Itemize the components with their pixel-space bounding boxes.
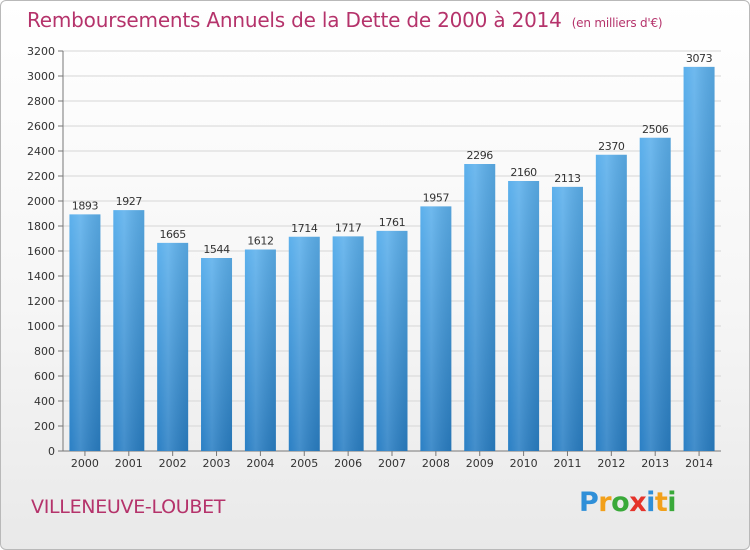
bar-shine bbox=[69, 214, 101, 451]
logo-letter: i bbox=[667, 487, 677, 518]
x-tick-label: 2010 bbox=[510, 457, 538, 470]
x-tick-label: 2011 bbox=[553, 457, 581, 470]
y-tick-label: 0 bbox=[48, 445, 55, 458]
x-tick-label: 2014 bbox=[685, 457, 713, 470]
bar-shine bbox=[508, 181, 540, 451]
bar-shine bbox=[332, 236, 364, 451]
bar-shine bbox=[244, 249, 276, 451]
y-tick-label: 1400 bbox=[27, 270, 55, 283]
bar-shine bbox=[157, 242, 189, 451]
bar-shine bbox=[595, 154, 627, 451]
bar-shine bbox=[639, 137, 671, 451]
y-tick-label: 2800 bbox=[27, 95, 55, 108]
bar-value-label: 2113 bbox=[554, 172, 581, 185]
bars-layer bbox=[69, 66, 715, 451]
bar-shine bbox=[288, 236, 320, 451]
y-tick-label: 1600 bbox=[27, 245, 55, 258]
x-tick-label: 2009 bbox=[466, 457, 494, 470]
bar-value-label: 1957 bbox=[423, 191, 450, 204]
y-tick-label: 600 bbox=[34, 370, 55, 383]
bar-value-label: 1761 bbox=[379, 216, 405, 229]
y-tick-label: 800 bbox=[34, 345, 55, 358]
city-name: VILLENEUVE-LOUBET bbox=[31, 496, 226, 518]
bar-value-label: 2160 bbox=[510, 166, 537, 179]
x-tick-label: 2004 bbox=[246, 457, 274, 470]
logo-letter: r bbox=[598, 487, 612, 518]
x-tick-label: 2001 bbox=[115, 457, 143, 470]
logo-letter: P bbox=[579, 487, 599, 518]
y-tick-label: 2600 bbox=[27, 120, 55, 133]
logo-letter: i bbox=[646, 487, 655, 518]
chart-unit: (en milliers d'€) bbox=[571, 16, 663, 30]
y-tick-label: 2000 bbox=[27, 195, 55, 208]
logo-letter: o bbox=[611, 487, 630, 518]
x-tick-label: 2003 bbox=[203, 457, 231, 470]
bar-value-label: 2296 bbox=[467, 149, 494, 162]
labels-layer: 0 200 400 600 800 1000 1200 1400 1600 1800 2000 220… bbox=[27, 45, 713, 470]
bar-shine bbox=[464, 164, 496, 451]
y-tick-label: 1800 bbox=[27, 220, 55, 233]
y-tick-label: 200 bbox=[34, 420, 55, 433]
bar-shine bbox=[551, 186, 583, 451]
bar-value-label: 1544 bbox=[203, 243, 230, 256]
x-tick-label: 2006 bbox=[334, 457, 362, 470]
y-tick-label: 3200 bbox=[27, 45, 55, 58]
chart-title: Remboursements Annuels de la Dette de 20… bbox=[27, 8, 663, 32]
x-tick-label: 2002 bbox=[159, 457, 187, 470]
bar-value-label: 1665 bbox=[159, 228, 186, 241]
bar-value-label: 1717 bbox=[335, 221, 362, 234]
bar-value-label: 1612 bbox=[247, 235, 273, 248]
x-tick-label: 2008 bbox=[422, 457, 450, 470]
bar-value-label: 1714 bbox=[291, 222, 318, 235]
bar-value-label: 2370 bbox=[598, 140, 625, 153]
y-tick-label: 1200 bbox=[27, 295, 55, 308]
bar-value-label: 3073 bbox=[686, 52, 713, 65]
x-tick-label: 2013 bbox=[641, 457, 669, 470]
chart-title-text: Remboursements Annuels de la Dette de 20… bbox=[27, 8, 562, 32]
logo-letter: x bbox=[629, 487, 647, 518]
y-tick-label: 2200 bbox=[27, 170, 55, 183]
logo-letter: t bbox=[654, 487, 668, 518]
y-tick-label: 1000 bbox=[27, 320, 55, 333]
y-tick-label: 400 bbox=[34, 395, 55, 408]
x-tick-label: 2000 bbox=[71, 457, 99, 470]
y-tick-label: 3000 bbox=[27, 70, 55, 83]
y-tick-label: 2400 bbox=[27, 145, 55, 158]
bar-shine bbox=[201, 258, 233, 451]
proxiti-logo: Proxiti bbox=[579, 487, 677, 518]
x-tick-label: 2007 bbox=[378, 457, 406, 470]
bar-shine bbox=[420, 206, 452, 451]
bar-shine bbox=[376, 230, 408, 451]
x-tick-label: 2005 bbox=[290, 457, 318, 470]
bar-value-label: 2506 bbox=[642, 123, 669, 136]
bar-value-label: 1893 bbox=[72, 199, 99, 212]
bar-shine bbox=[113, 210, 145, 451]
bar-shine bbox=[683, 66, 715, 451]
bar-value-label: 1927 bbox=[116, 195, 143, 208]
x-tick-label: 2012 bbox=[597, 457, 625, 470]
